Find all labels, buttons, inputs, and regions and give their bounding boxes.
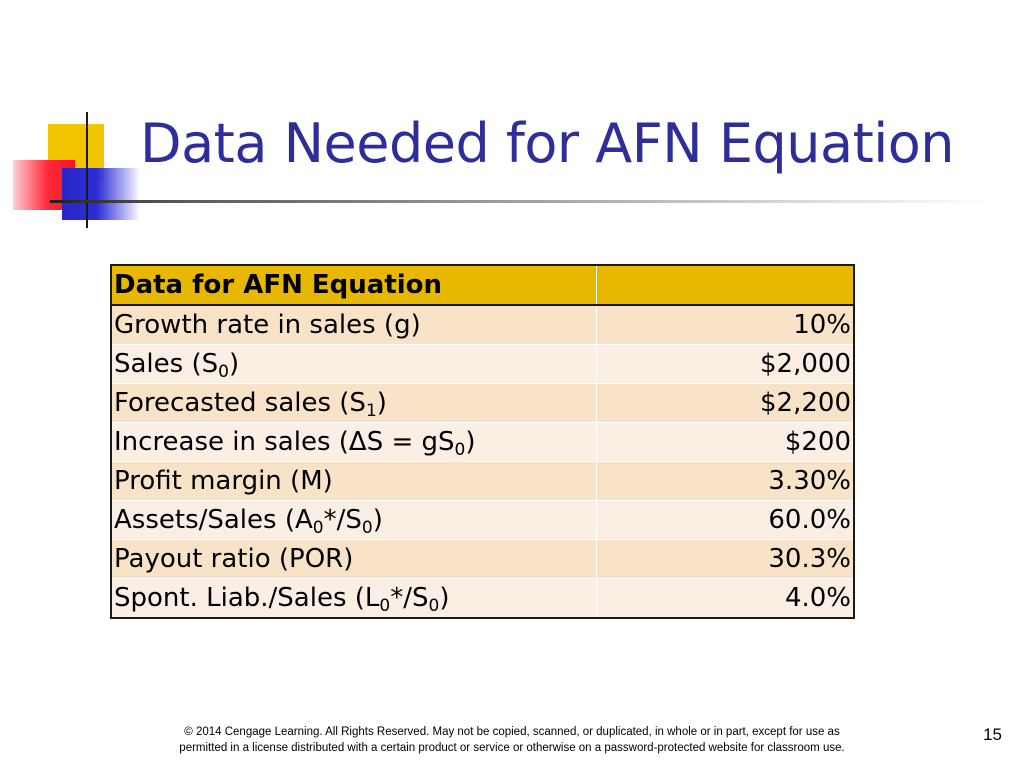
table-header-value xyxy=(596,264,855,306)
row-value: $2,000 xyxy=(596,344,855,384)
row-label: Forecasted sales (S1) xyxy=(110,383,597,423)
row-label: Sales (S0) xyxy=(110,344,597,384)
table-header-row: Data for AFN Equation xyxy=(110,264,855,306)
subscript: 1 xyxy=(365,401,377,421)
table-row: Increase in sales (ΔS = gS0) $200 xyxy=(110,422,855,462)
subscript: 0 xyxy=(428,596,440,616)
row-value: $2,200 xyxy=(596,383,855,423)
table-row: Sales (S0) $2,000 xyxy=(110,344,855,384)
decor-vertical-line xyxy=(86,112,88,228)
subscript: 0 xyxy=(361,518,373,538)
copyright-footer: © 2014 Cengage Learning. All Rights Rese… xyxy=(100,724,924,756)
subscript: 0 xyxy=(218,362,229,382)
row-value: $200 xyxy=(596,422,855,462)
row-label: Profit margin (M) xyxy=(110,461,597,501)
row-value: 30.3% xyxy=(596,539,855,579)
table-row: Assets/Sales (A0*/S0) 60.0% xyxy=(110,500,855,540)
row-value: 60.0% xyxy=(596,500,855,540)
row-label: Assets/Sales (A0*/S0) xyxy=(110,500,597,540)
subscript: 0 xyxy=(454,440,466,460)
table-row: Payout ratio (POR) 30.3% xyxy=(110,539,855,579)
title-underline xyxy=(50,200,990,203)
row-value: 3.30% xyxy=(596,461,855,501)
table-row: Spont. Liab./Sales (L0*/S0) 4.0% xyxy=(110,578,855,619)
row-label: Increase in sales (ΔS = gS0) xyxy=(110,422,597,462)
row-value: 10% xyxy=(596,304,855,345)
footer-line: permitted in a license distributed with … xyxy=(179,742,845,754)
slide-title: Data Needed for AFN Equation xyxy=(140,112,955,175)
row-value: 4.0% xyxy=(596,578,855,619)
subscript: 0 xyxy=(379,596,391,616)
row-label: Growth rate in sales (g) xyxy=(110,304,597,345)
decor-blue-square xyxy=(62,168,140,220)
footer-line: © 2014 Cengage Learning. All Rights Rese… xyxy=(184,726,840,738)
page-number: 15 xyxy=(983,725,1002,744)
table-row: Growth rate in sales (g) 10% xyxy=(110,304,855,345)
table-header-label: Data for AFN Equation xyxy=(110,264,597,306)
subscript: 0 xyxy=(312,518,324,538)
row-label: Payout ratio (POR) xyxy=(110,539,597,579)
row-label: Spont. Liab./Sales (L0*/S0) xyxy=(110,578,597,619)
table-row: Forecasted sales (S1) $2,200 xyxy=(110,383,855,423)
afn-data-table: Data for AFN Equation Growth rate in sal… xyxy=(110,264,855,619)
table-row: Profit margin (M) 3.30% xyxy=(110,461,855,501)
